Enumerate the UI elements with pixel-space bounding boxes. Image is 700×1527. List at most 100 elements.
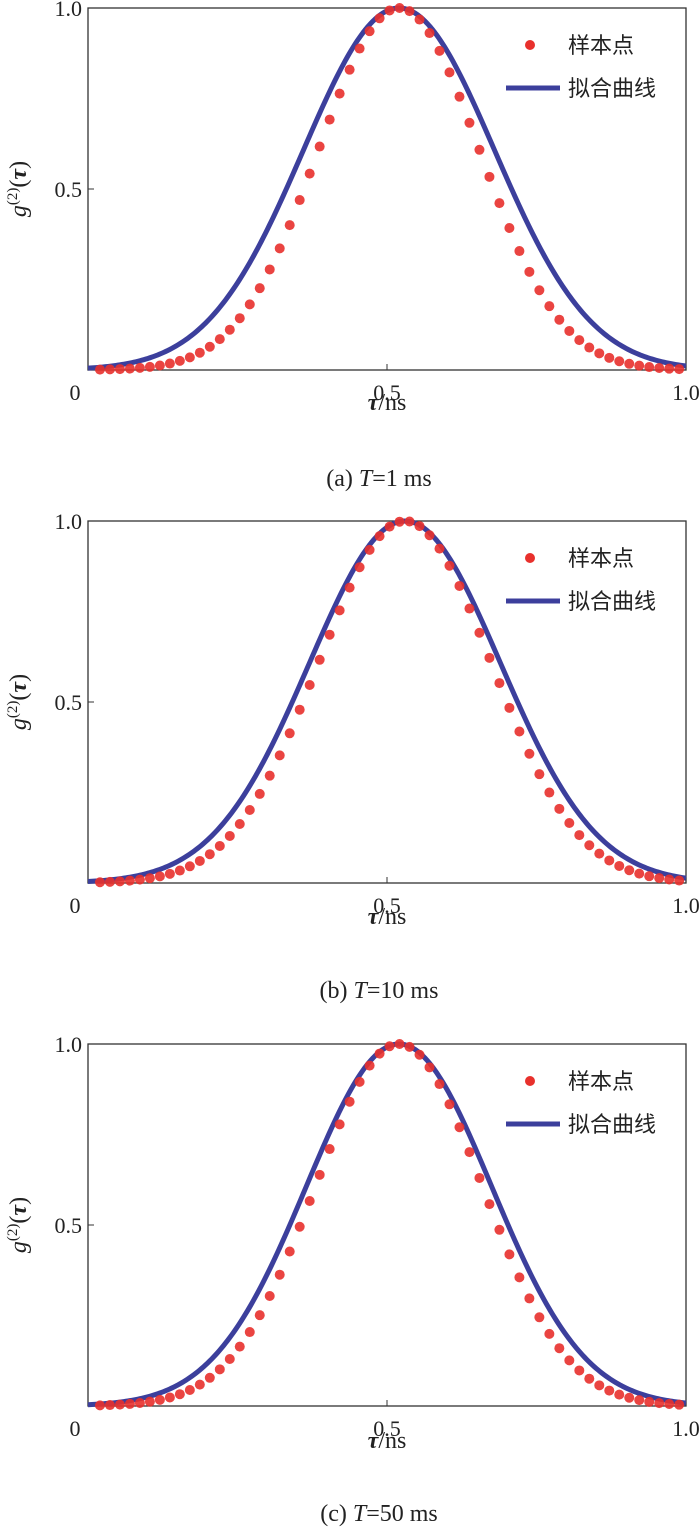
sample-point — [304, 680, 315, 691]
sample-point — [154, 360, 165, 371]
sample-point — [564, 325, 575, 336]
sample-point — [304, 1196, 315, 1206]
sample-point — [424, 1062, 435, 1073]
sample-point — [474, 627, 485, 638]
sample-point — [634, 868, 645, 879]
sample-point — [404, 516, 415, 527]
sample-point — [664, 363, 675, 374]
sample-point — [384, 1041, 395, 1052]
sample-point — [464, 603, 475, 614]
sample-point — [594, 348, 605, 359]
sample-point — [584, 840, 595, 851]
sample-point — [224, 830, 235, 841]
legend-label-curve: 拟合曲线 — [568, 1113, 656, 1138]
x-tick-label: 0 — [70, 1416, 81, 1441]
sample-point — [194, 855, 205, 866]
sample-point — [474, 144, 485, 155]
sample-point — [214, 334, 225, 345]
sample-point — [514, 246, 525, 257]
legend-marker-points — [525, 40, 535, 50]
sample-point — [174, 865, 185, 876]
x-tick-label: 0.5 — [373, 1416, 401, 1441]
sample-point — [194, 347, 205, 358]
sample-point — [234, 1341, 245, 1352]
x-tick-label: 0.5 — [373, 380, 401, 405]
sample-point — [364, 26, 375, 37]
y-tick-label: 1.0 — [55, 509, 83, 534]
sample-point — [104, 1400, 115, 1411]
sample-point — [574, 335, 585, 346]
sample-point — [104, 876, 115, 887]
sample-point — [274, 243, 285, 254]
plot-frame — [87, 520, 687, 884]
sample-point — [634, 360, 645, 371]
sample-point — [284, 728, 295, 739]
sample-point — [334, 1119, 345, 1130]
legend-label-points: 样本点 — [568, 1070, 634, 1095]
sample-point — [224, 1354, 235, 1365]
sample-point — [294, 704, 305, 715]
y-axis-label: g(2)(τ) — [5, 161, 32, 217]
sample-point — [624, 865, 635, 876]
panel-caption: (b) T=10 ms — [320, 978, 439, 1004]
y-axis-label: g(2)(τ) — [5, 1197, 32, 1253]
sample-point — [114, 364, 125, 375]
sample-point — [354, 43, 365, 54]
sample-point — [554, 314, 565, 325]
sample-point — [164, 868, 175, 879]
sample-point — [374, 1048, 385, 1059]
sample-point — [394, 516, 405, 527]
sample-point — [494, 198, 505, 209]
x-tick-label: 0 — [70, 893, 81, 918]
sample-point — [614, 1389, 625, 1400]
sample-point — [204, 341, 215, 352]
sample-point — [184, 1385, 195, 1396]
sample-point — [664, 1399, 675, 1410]
sample-point — [384, 521, 395, 532]
sample-point — [134, 874, 145, 885]
sample-point — [324, 1144, 335, 1155]
sample-point — [284, 1246, 295, 1257]
y-tick-label: 0.5 — [55, 1213, 83, 1238]
sample-point — [264, 264, 275, 275]
sample-point — [524, 266, 535, 277]
sample-point — [234, 819, 245, 829]
sample-point — [594, 848, 605, 859]
sample-point — [174, 1389, 185, 1400]
sample-point — [514, 726, 525, 737]
sample-point — [364, 1060, 375, 1071]
x-tick-label: 1.0 — [672, 1416, 700, 1441]
sample-point — [594, 1380, 605, 1391]
sample-point — [544, 787, 555, 798]
sample-point — [614, 860, 625, 871]
sample-point — [374, 531, 385, 542]
fit-curve — [87, 5, 687, 371]
sample-point — [344, 1096, 355, 1107]
fit-curve — [87, 518, 687, 884]
sample-point — [674, 1399, 685, 1410]
sample-point — [644, 871, 655, 882]
sample-point — [254, 283, 265, 294]
sample-point — [534, 1312, 545, 1323]
sample-point — [494, 678, 505, 689]
x-tick-label: 1.0 — [672, 893, 700, 918]
sample-point — [124, 363, 135, 374]
sample-point — [264, 770, 275, 781]
sample-point — [244, 805, 255, 816]
sample-point — [674, 364, 685, 375]
sample-point — [534, 769, 545, 780]
sample-point — [464, 117, 475, 128]
sample-point — [314, 141, 325, 152]
sample-point — [144, 1396, 155, 1407]
legend-label-curve: 拟合曲线 — [568, 77, 656, 102]
sample-point — [314, 1169, 325, 1180]
sample-point — [364, 544, 375, 555]
sample-point — [654, 873, 665, 884]
sample-point — [274, 750, 285, 761]
sample-point — [164, 1392, 175, 1403]
sample-point — [534, 285, 545, 296]
